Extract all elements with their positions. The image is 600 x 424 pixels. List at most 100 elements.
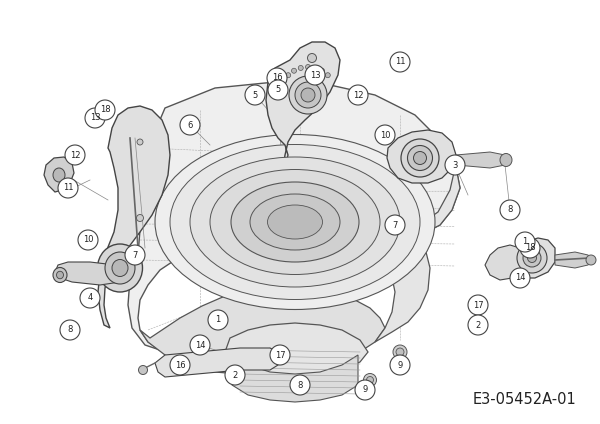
Circle shape <box>85 108 105 128</box>
Polygon shape <box>387 130 456 183</box>
Circle shape <box>290 375 310 395</box>
Text: 13: 13 <box>89 114 100 123</box>
Circle shape <box>245 85 265 105</box>
Circle shape <box>385 215 405 235</box>
Circle shape <box>268 80 288 100</box>
Ellipse shape <box>320 68 325 73</box>
Circle shape <box>305 65 325 85</box>
Polygon shape <box>266 42 340 180</box>
Ellipse shape <box>313 65 318 70</box>
Ellipse shape <box>56 271 64 279</box>
Ellipse shape <box>137 215 143 221</box>
Ellipse shape <box>97 244 143 292</box>
Text: 12: 12 <box>70 151 80 159</box>
Ellipse shape <box>586 255 596 265</box>
Polygon shape <box>485 245 525 280</box>
Circle shape <box>65 145 85 165</box>
Text: E3-05452A-01: E3-05452A-01 <box>473 393 577 407</box>
Ellipse shape <box>407 145 433 170</box>
Polygon shape <box>55 262 120 285</box>
Ellipse shape <box>218 355 230 365</box>
Ellipse shape <box>170 145 420 299</box>
Ellipse shape <box>298 65 303 70</box>
Ellipse shape <box>364 374 377 387</box>
Ellipse shape <box>517 243 547 273</box>
Ellipse shape <box>155 134 435 310</box>
Circle shape <box>468 295 488 315</box>
Circle shape <box>515 232 535 252</box>
Circle shape <box>468 315 488 335</box>
Circle shape <box>270 345 290 365</box>
Text: 7: 7 <box>133 251 137 259</box>
Ellipse shape <box>295 82 321 108</box>
Ellipse shape <box>301 88 315 102</box>
Text: 9: 9 <box>362 385 368 394</box>
Ellipse shape <box>139 365 148 374</box>
Ellipse shape <box>286 73 291 78</box>
Ellipse shape <box>393 345 407 359</box>
Circle shape <box>80 288 100 308</box>
Polygon shape <box>232 355 358 402</box>
Text: 12: 12 <box>353 90 363 100</box>
Ellipse shape <box>190 157 400 287</box>
Circle shape <box>190 335 210 355</box>
Circle shape <box>520 238 540 258</box>
Circle shape <box>390 52 410 72</box>
Text: 14: 14 <box>195 340 205 349</box>
Text: 17: 17 <box>275 351 286 360</box>
Ellipse shape <box>523 249 541 267</box>
Ellipse shape <box>250 194 340 250</box>
Polygon shape <box>375 162 460 342</box>
Text: 8: 8 <box>67 326 73 335</box>
Ellipse shape <box>231 182 359 262</box>
Text: 16: 16 <box>175 360 185 369</box>
Text: 4: 4 <box>88 293 92 302</box>
Ellipse shape <box>281 78 286 84</box>
Ellipse shape <box>105 252 135 284</box>
Polygon shape <box>510 238 555 278</box>
Ellipse shape <box>367 377 373 383</box>
Ellipse shape <box>112 259 128 276</box>
Text: 18: 18 <box>100 106 110 114</box>
Text: 1: 1 <box>215 315 221 324</box>
Text: 1: 1 <box>523 237 527 246</box>
Polygon shape <box>155 348 278 377</box>
Text: 16: 16 <box>272 73 283 83</box>
Text: 5: 5 <box>253 90 257 100</box>
Circle shape <box>500 200 520 220</box>
Text: 10: 10 <box>380 131 390 139</box>
Ellipse shape <box>305 64 311 70</box>
Text: 2: 2 <box>232 371 238 379</box>
Text: 8: 8 <box>298 380 302 390</box>
Circle shape <box>390 355 410 375</box>
Ellipse shape <box>137 139 143 145</box>
Ellipse shape <box>308 53 317 62</box>
Text: 2: 2 <box>475 321 481 329</box>
Ellipse shape <box>173 355 187 365</box>
Ellipse shape <box>325 73 330 78</box>
Ellipse shape <box>396 348 404 356</box>
Ellipse shape <box>268 205 323 239</box>
Circle shape <box>348 85 368 105</box>
Polygon shape <box>128 82 460 350</box>
Circle shape <box>375 125 395 145</box>
Text: 14: 14 <box>515 273 525 282</box>
Ellipse shape <box>204 355 216 365</box>
Ellipse shape <box>292 68 296 73</box>
Circle shape <box>267 68 287 88</box>
Text: 10: 10 <box>83 235 93 245</box>
Text: 9: 9 <box>397 360 403 369</box>
Text: 7: 7 <box>392 220 398 229</box>
Ellipse shape <box>53 168 65 182</box>
Text: 11: 11 <box>63 184 73 192</box>
Circle shape <box>60 320 80 340</box>
Ellipse shape <box>210 170 380 274</box>
Ellipse shape <box>53 268 67 282</box>
Text: 8: 8 <box>508 206 512 215</box>
Polygon shape <box>456 152 510 168</box>
Ellipse shape <box>413 151 427 165</box>
Circle shape <box>355 380 375 400</box>
Circle shape <box>208 310 228 330</box>
Polygon shape <box>555 252 592 268</box>
Circle shape <box>78 230 98 250</box>
